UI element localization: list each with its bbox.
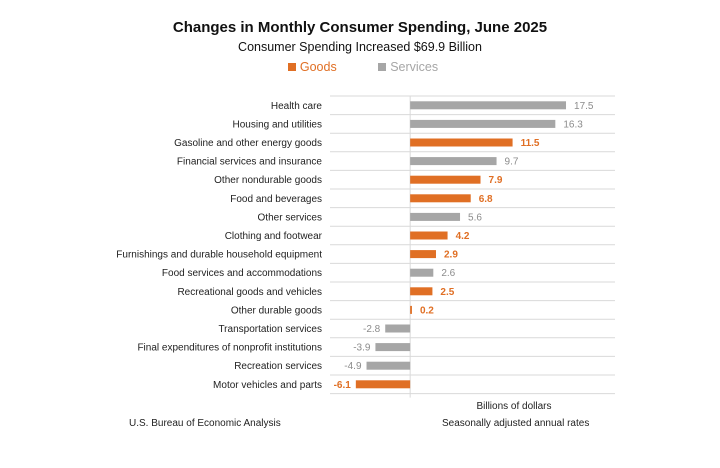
legend-swatch-services [378, 63, 387, 71]
bar [410, 212, 461, 221]
legend-label-goods: Goods [299, 60, 337, 74]
bar [410, 231, 448, 240]
legend: Goods Services [0, 60, 720, 74]
bar [355, 380, 411, 389]
bar [410, 287, 433, 296]
bar [366, 361, 411, 370]
legend-item-services: Services [378, 60, 438, 74]
x-axis-label: Billions of dollars [476, 401, 551, 412]
data-label: 2.5 [440, 287, 454, 298]
bar [410, 268, 434, 277]
category-label: Other nondurable goods [214, 175, 322, 186]
category-label: Furnishings and durable household equipm… [116, 250, 322, 261]
category-label: Recreation services [234, 361, 322, 372]
bar [410, 250, 436, 259]
category-label: Food and beverages [230, 194, 322, 205]
source-note: U.S. Bureau of Economic Analysis [129, 418, 281, 429]
category-label: Housing and utilities [233, 119, 323, 130]
data-label: 6.8 [479, 194, 493, 205]
data-label: -3.9 [353, 343, 371, 354]
category-label: Food services and accommodations [162, 268, 322, 279]
bar [410, 194, 471, 203]
data-label: 0.2 [420, 305, 434, 316]
bar [410, 138, 513, 147]
legend-swatch-goods [287, 63, 296, 71]
chart-subtitle: Consumer Spending Increased $69.9 Billio… [238, 40, 482, 54]
category-label: Clothing and footwear [225, 231, 323, 242]
data-label: 16.3 [563, 119, 583, 130]
data-label: 7.9 [489, 175, 503, 186]
category-label: Gasoline and other energy goods [174, 138, 322, 149]
data-label: 5.6 [468, 212, 482, 223]
category-label: Financial services and insurance [177, 157, 323, 168]
data-label: 4.2 [456, 231, 470, 242]
rate-note: Seasonally adjusted annual rates [442, 418, 590, 429]
category-label: Motor vehicles and parts [213, 380, 322, 391]
category-label: Other services [258, 212, 322, 223]
data-label: -4.9 [344, 361, 362, 372]
bar [410, 305, 412, 314]
data-label: -6.1 [334, 380, 352, 391]
data-label: 2.6 [441, 268, 455, 279]
legend-item-goods: Goods [287, 60, 337, 74]
bar [385, 324, 411, 333]
data-label: 2.9 [444, 250, 458, 261]
legend-label-services: Services [390, 60, 439, 74]
bar [410, 119, 556, 128]
category-label: Health care [271, 101, 323, 112]
bar [410, 101, 567, 110]
chart-title: Changes in Monthly Consumer Spending, Ju… [172, 19, 548, 36]
data-label: 11.5 [521, 138, 540, 149]
category-label: Other durable goods [231, 305, 322, 316]
data-label: 9.7 [505, 157, 519, 168]
bar [375, 343, 411, 352]
category-label: Recreational goods and vehicles [177, 287, 322, 298]
data-label: -2.8 [363, 324, 381, 335]
category-label: Final expenditures of nonprofit institut… [137, 343, 322, 354]
bar [410, 157, 497, 166]
data-label: 17.5 [574, 101, 594, 112]
category-label: Transportation services [218, 324, 322, 335]
bar [410, 175, 481, 184]
